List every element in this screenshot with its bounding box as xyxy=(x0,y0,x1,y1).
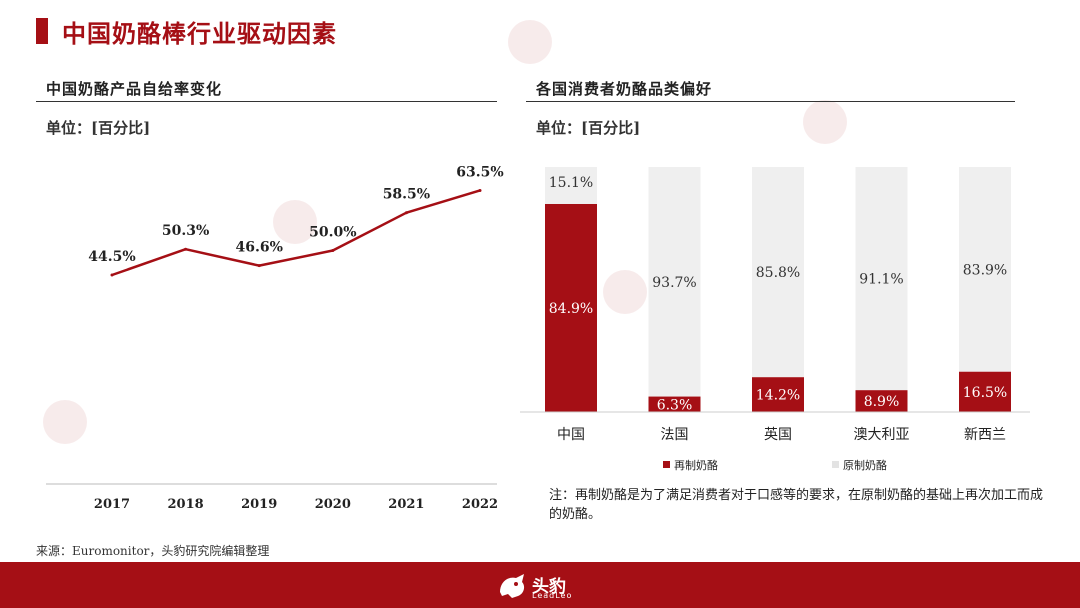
x-tick-label: 2022 xyxy=(462,497,498,512)
line-series xyxy=(111,189,481,277)
bar-segment-natural xyxy=(959,167,1011,372)
line-point xyxy=(404,211,408,215)
line-point xyxy=(478,188,482,192)
x-tick-label: 2020 xyxy=(315,497,351,512)
legend-swatch-processed xyxy=(663,461,670,468)
bar-label-natural: 85.8% xyxy=(756,265,800,281)
x-tick-label: 2018 xyxy=(168,497,204,512)
line-data-label: 44.5% xyxy=(88,249,135,265)
legend-label-natural: 原制奶酪 xyxy=(843,458,887,472)
bar-label-natural: 91.1% xyxy=(859,272,903,288)
x-tick-label: 2021 xyxy=(388,497,424,512)
x-tick-label: 2019 xyxy=(241,497,277,512)
footer-bar: 头豹 LeadLeo xyxy=(0,562,1080,608)
left-divider xyxy=(36,101,497,102)
right-chart-subtitle: 各国消费者奶酪品类偏好 xyxy=(536,80,713,98)
cheese-preference-bar-chart: 15.1% 84.9% 中国 93.7% 6.3% 法国 85.8% 14.2% 英国 91.1%… xyxy=(520,167,1030,472)
bar-label-processed: 84.9% xyxy=(549,301,593,317)
bar-segment-processed xyxy=(855,390,908,412)
category-label: 英国 xyxy=(764,426,792,443)
watermark-logo xyxy=(43,400,87,444)
page-title: 中国奶酪棒行业驱动因素 xyxy=(62,19,337,48)
bar-segment-natural xyxy=(545,167,597,204)
category-label: 新西兰 xyxy=(964,427,1006,443)
legend-label-processed: 再制奶酪 xyxy=(674,458,718,472)
bar-label-natural: 15.1% xyxy=(549,175,593,191)
x-tick-label: 2017 xyxy=(94,497,130,512)
bar-label-natural: 83.9% xyxy=(963,262,1007,278)
left-chart-subtitle: 中国奶酪产品自给率变化 xyxy=(46,80,223,98)
category-label: 法国 xyxy=(661,427,689,443)
leopard-logo-icon xyxy=(500,574,525,598)
watermark-logo xyxy=(603,270,647,314)
bar-segment-processed xyxy=(648,396,701,412)
line-data-label: 58.5% xyxy=(383,187,430,203)
line-point xyxy=(257,264,261,268)
legend-swatch-natural xyxy=(832,461,839,468)
bar-segment-natural xyxy=(855,167,908,391)
chart-note: 注：再制奶酪是为了满足消费者对于口感等的要求，在原制奶酪的基础上再次加工而成的奶… xyxy=(549,488,1044,522)
line-point xyxy=(331,249,335,253)
watermark-logo xyxy=(508,20,552,64)
line-data-label: 46.6% xyxy=(235,240,282,256)
footer-logo: 头豹 LeadLeo xyxy=(496,570,586,602)
bar-label-processed: 14.2% xyxy=(756,388,800,404)
bar-segment-processed xyxy=(545,203,597,412)
right-unit-label: 单位：[百分比] xyxy=(536,119,641,137)
source-text: 来源：Euromonitor，头豹研究院编辑整理 xyxy=(36,544,270,558)
line-point xyxy=(184,247,188,251)
bar-label-processed: 6.3% xyxy=(657,397,693,413)
category-label: 中国 xyxy=(557,427,585,443)
footer-logo-text: 头豹 xyxy=(532,577,566,597)
watermark-logo xyxy=(803,100,847,144)
right-divider xyxy=(526,101,1015,102)
title-accent-bar xyxy=(36,18,48,44)
left-unit-label: 单位：[百分比] xyxy=(46,119,151,137)
watermark-logo xyxy=(273,200,317,244)
line-point xyxy=(110,273,114,277)
bar-segment-processed xyxy=(752,377,804,412)
line-data-label: 50.0% xyxy=(309,225,356,241)
bar-label-processed: 16.5% xyxy=(963,385,1007,401)
bar-segment-natural xyxy=(648,167,701,397)
line-data-label: 50.3% xyxy=(162,223,209,239)
bar-segment-processed xyxy=(959,371,1011,412)
bar-label-processed: 8.9% xyxy=(864,394,900,410)
self-sufficiency-line-chart: 44.5% 50.3% 46.6% 50.0% 58.5% 63.5% 2017 2018 20… xyxy=(46,164,504,512)
bar-segment-natural xyxy=(752,167,804,378)
line-data-label: 63.5% xyxy=(456,164,503,180)
footer-logo-subtext: LeadLeo xyxy=(532,591,573,600)
bar-label-natural: 93.7% xyxy=(652,275,696,291)
category-label: 澳大利亚 xyxy=(854,427,910,443)
